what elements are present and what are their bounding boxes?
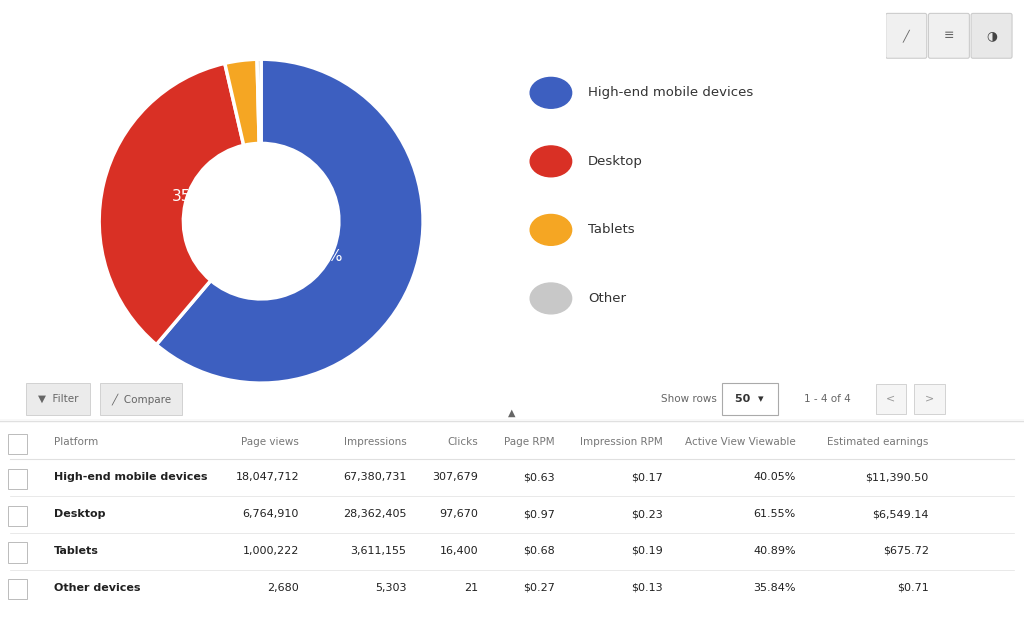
Text: 28,362,405: 28,362,405 [343,509,407,519]
Text: $0.23: $0.23 [631,509,663,519]
Text: 40.05%: 40.05% [754,472,796,482]
Text: High-end mobile devices: High-end mobile devices [54,472,208,482]
Text: 61.55%: 61.55% [754,509,796,519]
Text: Other devices: Other devices [54,583,140,593]
Text: $0.71: $0.71 [897,583,929,593]
Text: $11,390.50: $11,390.50 [865,472,929,482]
Text: Desktop: Desktop [588,155,643,168]
Text: $0.27: $0.27 [523,583,555,593]
Text: $0.97: $0.97 [523,509,555,519]
Text: 1,000,222: 1,000,222 [243,546,299,556]
FancyBboxPatch shape [886,13,927,59]
Text: $0.19: $0.19 [631,546,663,556]
Text: Tablets: Tablets [588,224,635,236]
FancyBboxPatch shape [8,579,27,599]
Text: ╱  Compare: ╱ Compare [112,393,171,404]
Text: High-end mobile devices: High-end mobile devices [588,87,753,99]
FancyBboxPatch shape [8,468,27,488]
Text: $0.63: $0.63 [523,472,555,482]
Text: $0.17: $0.17 [631,472,663,482]
Text: $675.72: $675.72 [883,546,929,556]
Text: Impressions: Impressions [344,437,407,447]
Text: ▼  Filter: ▼ Filter [38,394,79,404]
Circle shape [530,214,571,245]
Wedge shape [99,64,244,345]
Text: 307,679: 307,679 [432,472,478,482]
Text: 5,303: 5,303 [375,583,407,593]
Text: Page RPM: Page RPM [505,437,555,447]
Text: 97,670: 97,670 [439,509,478,519]
Text: $0.13: $0.13 [631,583,663,593]
Text: 67,380,731: 67,380,731 [343,472,407,482]
Text: ▲: ▲ [508,407,516,418]
Text: Page views: Page views [241,437,299,447]
FancyBboxPatch shape [971,13,1012,59]
Text: 61.2%: 61.2% [295,249,344,264]
Text: Tablets: Tablets [54,546,99,556]
FancyBboxPatch shape [929,13,970,59]
Text: Show rows: Show rows [660,394,717,404]
FancyBboxPatch shape [100,383,182,415]
Text: 3,611,155: 3,611,155 [350,546,407,556]
Text: ◑: ◑ [986,29,997,42]
Text: 35.84%: 35.84% [753,583,796,593]
Text: Impression RPM: Impression RPM [580,437,663,447]
Text: Other: Other [588,292,626,305]
FancyBboxPatch shape [8,543,27,563]
FancyBboxPatch shape [8,434,27,454]
Text: Active View Viewable: Active View Viewable [685,437,796,447]
Text: 2,680: 2,680 [267,583,299,593]
FancyBboxPatch shape [722,383,778,415]
FancyBboxPatch shape [0,420,1024,457]
Wedge shape [225,59,259,145]
Text: 50  ▾: 50 ▾ [735,394,764,404]
Text: ≡: ≡ [944,29,954,42]
FancyBboxPatch shape [8,505,27,526]
Text: Clicks: Clicks [447,437,478,447]
Text: $6,549.14: $6,549.14 [872,509,929,519]
Text: Desktop: Desktop [54,509,105,519]
Text: 21: 21 [464,583,478,593]
Text: 18,047,712: 18,047,712 [236,472,299,482]
FancyBboxPatch shape [26,383,90,415]
Text: 35.2%: 35.2% [172,189,220,204]
FancyBboxPatch shape [914,384,945,414]
Text: >: > [925,394,935,404]
Circle shape [530,146,571,177]
Wedge shape [157,59,423,383]
Text: 6,764,910: 6,764,910 [243,509,299,519]
Circle shape [530,77,571,108]
Text: 16,400: 16,400 [439,546,478,556]
Text: ╱: ╱ [903,29,909,42]
Text: Platform: Platform [54,437,98,447]
Text: $0.68: $0.68 [523,546,555,556]
Text: 1 - 4 of 4: 1 - 4 of 4 [804,394,851,404]
Wedge shape [257,59,261,143]
Text: 40.89%: 40.89% [753,546,796,556]
Circle shape [530,283,571,314]
Text: <: < [886,394,896,404]
Text: Estimated earnings: Estimated earnings [827,437,929,447]
FancyBboxPatch shape [876,384,906,414]
